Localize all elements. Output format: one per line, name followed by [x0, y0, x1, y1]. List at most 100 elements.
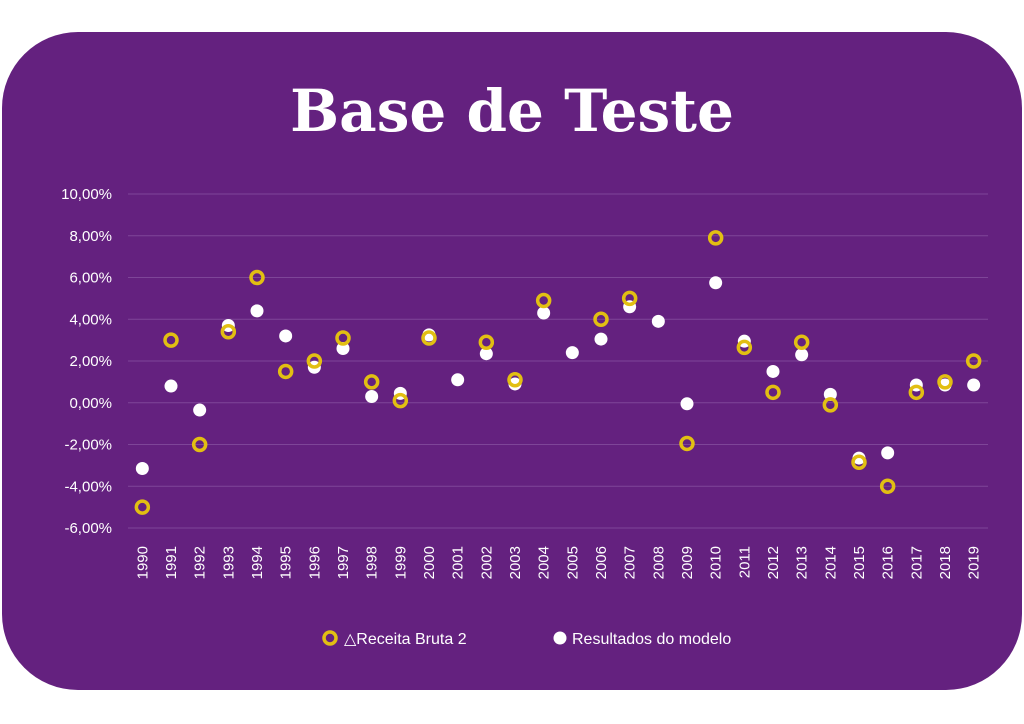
model-point — [279, 329, 293, 343]
model-point — [451, 373, 465, 387]
model-point — [795, 348, 809, 362]
x-tick-label: 2005 — [564, 546, 581, 579]
receita-point — [736, 339, 753, 356]
x-tick-label: 1994 — [249, 546, 266, 579]
x-tick-label: 2017 — [908, 546, 925, 579]
model-point — [508, 377, 522, 391]
x-tick-label: 2018 — [937, 546, 954, 579]
receita-point — [220, 324, 237, 340]
y-axis-tick-labels: -6,00% -4,00% -2,00% 0,00% 2,00% 4,00% 6,00% 8,… — [61, 186, 112, 537]
x-tick-label: 2003 — [507, 546, 524, 579]
receita-point — [937, 374, 953, 390]
receita-point — [421, 330, 437, 346]
receita-point — [679, 435, 695, 452]
x-tick-label: 2010 — [708, 546, 725, 579]
legend-label-resultados-modelo: Resultados do modelo — [572, 631, 731, 648]
x-tick-label: 1999 — [392, 546, 409, 579]
model-point — [479, 347, 493, 361]
model-point — [135, 462, 149, 476]
receita-point — [392, 392, 409, 409]
x-tick-label: 2008 — [650, 546, 667, 579]
receita-point — [306, 353, 323, 369]
y-tick-label: -2,00% — [64, 437, 112, 454]
receita-point — [822, 397, 839, 413]
x-tick-label: 1998 — [364, 546, 381, 579]
model-point — [823, 387, 837, 401]
model-point — [537, 306, 551, 320]
y-tick-label: 10,00% — [61, 186, 112, 203]
series-receita-bruta — [134, 230, 982, 515]
model-point — [680, 397, 694, 411]
x-tick-label: 2007 — [622, 546, 639, 579]
model-point — [336, 341, 350, 355]
y-tick-label: -6,00% — [64, 520, 112, 537]
y-tick-label: -4,00% — [64, 478, 112, 495]
legend: △Receita Bruta 2 Resultados do modelo — [322, 630, 731, 648]
model-point — [565, 346, 579, 360]
x-tick-label: 2012 — [765, 546, 782, 579]
x-tick-label: 1990 — [134, 546, 151, 579]
model-point — [967, 378, 981, 392]
receita-point — [765, 384, 781, 401]
x-tick-label: 1992 — [192, 546, 209, 579]
x-tick-label: 2002 — [478, 546, 495, 579]
legend-marker-resultados-modelo-icon — [553, 631, 567, 645]
x-axis-tick-labels: 1990 1991 1992 1993 1994 1995 1996 1997 1998 1999… — [134, 546, 982, 579]
model-point — [709, 276, 723, 290]
x-tick-label: 2019 — [966, 546, 983, 579]
x-tick-label: 2013 — [794, 546, 811, 579]
receita-point — [163, 332, 179, 348]
y-tick-label: 6,00% — [69, 270, 112, 287]
receita-point — [707, 230, 724, 246]
model-point — [164, 379, 178, 393]
receita-point — [249, 269, 265, 286]
x-tick-label: 1995 — [278, 546, 295, 579]
x-tick-label: 2000 — [421, 546, 438, 579]
model-point — [594, 332, 608, 346]
receita-point — [363, 374, 380, 390]
x-tick-label: 2004 — [536, 546, 553, 579]
data-series — [134, 230, 982, 515]
x-tick-label: 2006 — [593, 546, 610, 579]
y-tick-label: 4,00% — [69, 311, 112, 328]
receita-point — [191, 436, 208, 453]
receita-point — [621, 290, 638, 307]
series-resultados-modelo — [135, 276, 981, 476]
x-tick-label: 1991 — [163, 546, 180, 579]
receita-point — [793, 334, 810, 350]
receita-point — [593, 311, 609, 327]
receita-point — [908, 384, 925, 401]
receita-point — [134, 499, 151, 515]
y-tick-label: 8,00% — [69, 228, 112, 245]
model-point — [365, 389, 379, 403]
model-point — [250, 304, 264, 318]
x-tick-label: 2014 — [822, 546, 839, 579]
x-tick-label: 1997 — [335, 546, 352, 579]
y-tick-label: 2,00% — [69, 353, 112, 370]
receita-point — [335, 330, 351, 346]
receita-point — [535, 292, 552, 309]
x-tick-label: 2009 — [679, 546, 696, 579]
legend-marker-receita-bruta-icon — [322, 630, 338, 646]
chart-title: Base de Teste — [290, 77, 734, 145]
model-point — [766, 364, 780, 378]
receita-point — [277, 363, 294, 380]
x-tick-label: 2001 — [450, 546, 467, 579]
model-point — [651, 314, 665, 328]
legend-label-receita-bruta: △Receita Bruta 2 — [344, 631, 467, 648]
model-point — [193, 403, 207, 417]
y-tick-label: 0,00% — [69, 395, 112, 412]
model-point — [881, 446, 895, 460]
x-tick-label: 2015 — [851, 546, 868, 579]
receita-point — [507, 372, 523, 388]
model-point — [852, 451, 866, 465]
x-tick-label: 2016 — [880, 546, 897, 579]
x-tick-label: 1993 — [220, 546, 237, 579]
gridlines — [128, 193, 988, 529]
receita-point — [851, 454, 867, 470]
receita-point — [879, 478, 896, 494]
x-tick-label: 2011 — [736, 546, 753, 578]
x-tick-label: 1996 — [306, 546, 323, 579]
receita-point — [965, 353, 982, 369]
